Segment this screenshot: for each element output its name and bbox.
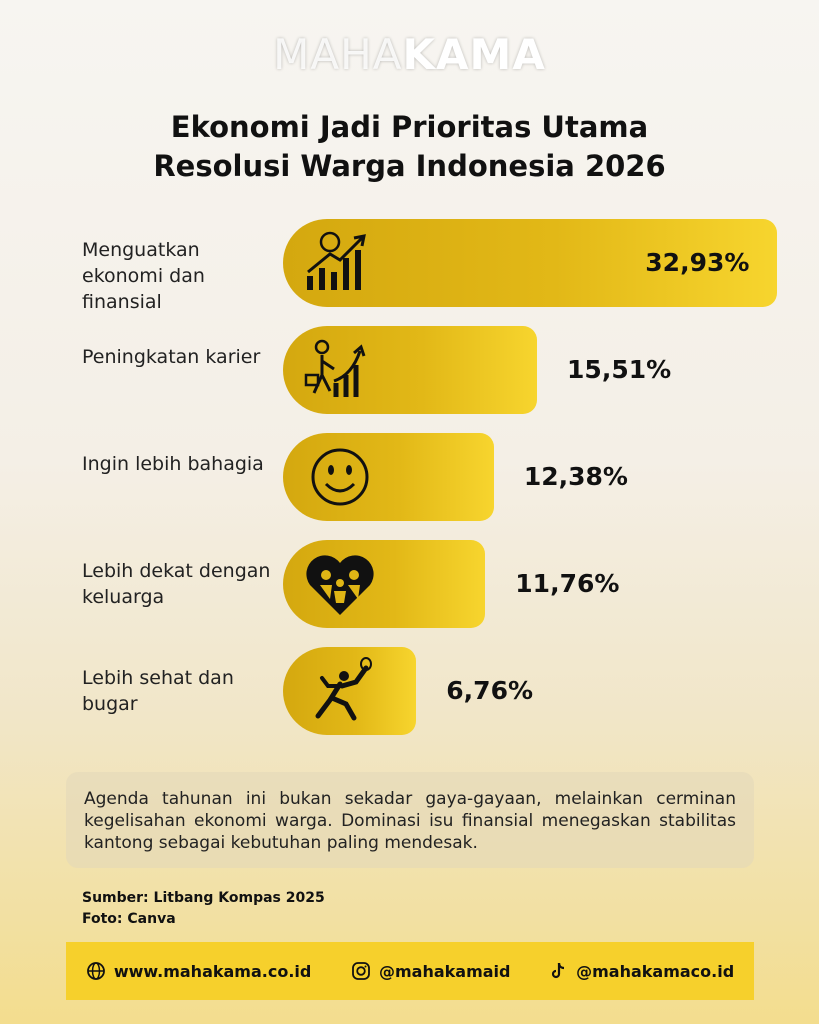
icon xyxy=(311,448,369,506)
source: Sumber: Litbang Kompas 2025 xyxy=(82,890,325,906)
instagram[interactable]: @mahakamaid xyxy=(378,961,511,981)
globe-icon xyxy=(86,962,105,980)
category-label: Lebih sehat dan bugar xyxy=(82,667,234,715)
bar xyxy=(283,433,494,521)
footer-item[interactable]: www.mahakama.co.id xyxy=(86,961,312,981)
icon xyxy=(306,555,374,615)
bar xyxy=(283,647,417,735)
footer-item[interactable]: @mahakamaid xyxy=(351,961,511,981)
category-label: Lebih dekat dengan keluarga xyxy=(82,560,271,608)
tiktok[interactable]: @mahakamaco.id xyxy=(576,961,735,981)
bar xyxy=(283,219,778,307)
value-label: 32,93% xyxy=(645,248,750,277)
icon xyxy=(307,231,366,290)
brand: MAHAKAMA xyxy=(0,30,819,79)
category-label: Menguatkan ekonomi dan finansial xyxy=(82,239,205,313)
value-label: 11,76% xyxy=(515,569,620,598)
value-label: 12,38% xyxy=(523,462,628,491)
icon xyxy=(315,657,372,721)
note: Agenda tahunan ini bukan sekadar gaya-ga… xyxy=(66,772,754,868)
instagram-icon xyxy=(352,962,370,980)
category-label: Peningkatan karier xyxy=(82,346,261,368)
footer: www.mahakama.co.id @mahakamaid @mahakama… xyxy=(66,942,754,1000)
value-label: 6,76% xyxy=(446,676,534,705)
category-label: Ingin lebih bahagia xyxy=(82,453,264,475)
website[interactable]: www.mahakama.co.id xyxy=(113,961,312,981)
icon xyxy=(304,339,366,397)
tiktok-icon xyxy=(552,962,565,979)
footer-item[interactable]: @mahakamaco.id xyxy=(550,961,734,981)
chart-title: Ekonomi Jadi Prioritas Utama Resolusi Wa… xyxy=(153,110,666,183)
brand-part: KAMA xyxy=(402,30,546,79)
photo-credit: Foto: Canva xyxy=(82,911,176,927)
brand-part: MAHA xyxy=(273,30,403,79)
value-label: 15,51% xyxy=(567,355,672,384)
